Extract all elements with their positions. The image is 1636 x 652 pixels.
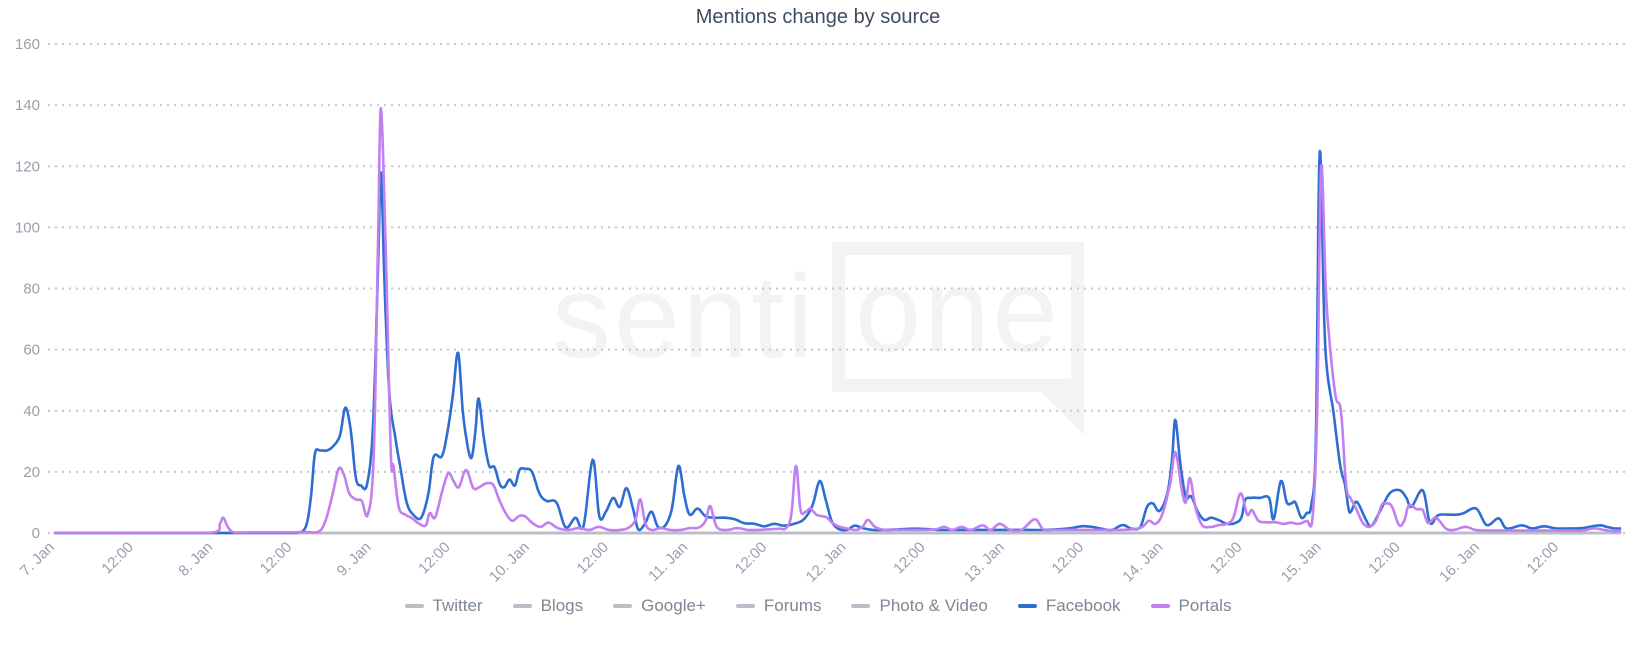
chart-legend: Twitter Blogs Google+ Forums Photo & Video Fa… xyxy=(0,596,1636,616)
y-axis-label: 140 xyxy=(15,97,40,114)
y-axis-label: 120 xyxy=(15,158,40,175)
legend-label: Blogs xyxy=(540,596,584,615)
y-axis-label: 100 xyxy=(15,219,40,236)
x-axis-label: 12:00 xyxy=(1049,539,1088,578)
y-axis-label: 20 xyxy=(23,464,40,481)
legend-marker xyxy=(851,604,871,608)
x-axis-label: 12:00 xyxy=(573,539,612,578)
legend-item-forums[interactable]: Forums xyxy=(735,596,822,616)
legend-item-blogs[interactable]: Blogs xyxy=(512,596,584,616)
x-axis-label: 10. Jan xyxy=(486,539,533,586)
x-axis-label: 12:00 xyxy=(1365,539,1404,578)
y-axis-labels: 0 20 40 60 80 100 120 140 160 xyxy=(15,36,40,542)
x-axis-label: 12:00 xyxy=(732,539,771,578)
y-gridlines xyxy=(48,43,1628,534)
x-axis-label: 12:00 xyxy=(1524,539,1563,578)
legend-marker xyxy=(1017,604,1037,608)
legend-label: Twitter xyxy=(432,596,483,615)
y-axis-label: 40 xyxy=(23,403,40,420)
legend-label: Photo & Video xyxy=(879,596,988,615)
x-axis-label: 12:00 xyxy=(415,539,454,578)
x-axis-label: 13. Jan xyxy=(961,539,1008,586)
y-axis-label: 0 xyxy=(32,525,40,542)
watermark-speech-bubble: one xyxy=(832,242,1085,435)
series-line-portals[interactable] xyxy=(53,106,1622,535)
legend-item-facebook[interactable]: Facebook xyxy=(1017,596,1121,616)
x-axis-label: 9. Jan xyxy=(334,539,375,580)
legend-label: Portals xyxy=(1178,596,1232,615)
legend-item-photo-video[interactable]: Photo & Video xyxy=(851,596,988,616)
x-axis-label: 11. Jan xyxy=(645,539,691,585)
watermark-bubble-tail xyxy=(1038,389,1085,435)
y-axis-label: 160 xyxy=(15,36,40,53)
x-axis-label: 12. Jan xyxy=(803,539,850,586)
x-axis-label: 12:00 xyxy=(257,539,296,578)
legend-label: Forums xyxy=(763,596,822,615)
legend-marker xyxy=(1150,604,1170,608)
x-axis-label: 8. Jan xyxy=(175,539,216,580)
watermark-text: senti xyxy=(552,251,817,383)
legend-marker xyxy=(613,604,633,608)
legend-marker xyxy=(735,604,755,608)
watermark-sentione: senti one xyxy=(552,232,1085,435)
x-axis-label: 12:00 xyxy=(1207,539,1246,578)
series-line-facebook[interactable] xyxy=(53,149,1622,535)
x-axis-label: 15. Jan xyxy=(1278,539,1325,586)
legend-item-portals[interactable]: Portals xyxy=(1150,596,1232,616)
chart-title: Mentions change by source xyxy=(695,6,941,28)
x-axis-labels: 7. Jan 12:00 8. Jan 12:00 9. Jan 12:00 10. Jan… xyxy=(17,539,1562,586)
legend-label: Google+ xyxy=(641,596,706,615)
legend-marker xyxy=(512,604,532,608)
legend-item-google-[interactable]: Google+ xyxy=(613,596,706,616)
y-axis-label: 80 xyxy=(23,281,40,298)
x-axis-label: 12:00 xyxy=(98,539,137,578)
x-axis-label: 7. Jan xyxy=(17,539,58,580)
x-axis-label: 14. Jan xyxy=(1119,539,1166,586)
legend-label: Facebook xyxy=(1045,596,1121,615)
x-axis-label: 16. Jan xyxy=(1436,539,1483,586)
x-axis-label: 12:00 xyxy=(890,539,929,578)
legend-marker xyxy=(404,604,424,608)
legend-item-twitter[interactable]: Twitter xyxy=(404,596,483,616)
y-axis-label: 60 xyxy=(23,342,40,359)
